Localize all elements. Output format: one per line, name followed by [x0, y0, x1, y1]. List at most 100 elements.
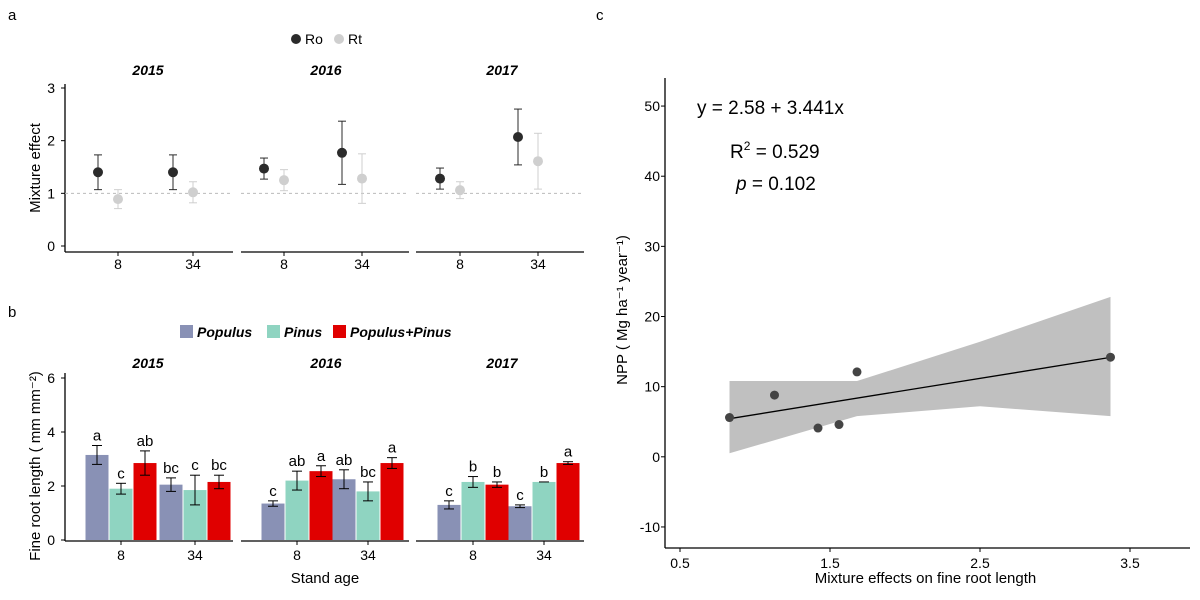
panel-b-bar-populus-pinus [380, 463, 404, 540]
panel-b-bar-populus-pinus [133, 463, 157, 540]
panel-b-significance-letter: b [493, 464, 501, 481]
panel-a-x-tick-label: 34 [354, 256, 370, 272]
panel-a-facet-title: 2017 [485, 62, 518, 78]
panel-b-significance-letter: b [540, 464, 548, 481]
panel-b-x-tick-label: 8 [117, 547, 125, 563]
panel-b-y-axis-title: Fine root length ( mm mm⁻²) [27, 371, 44, 561]
panel-a-rt-point [279, 175, 289, 186]
panel-a-y-tick-label: 2 [47, 133, 55, 149]
panel-b-significance-letter: b [469, 459, 477, 476]
panel-c-y-tick-label: 40 [644, 168, 660, 184]
panel-b-bar-pinus [183, 490, 207, 540]
legend-populus-swatch [180, 325, 193, 338]
panel-b-x-tick-label: 8 [469, 547, 477, 563]
panel-c-y-tick-label: 30 [644, 238, 660, 254]
panel-b-significance-letter: bc [163, 460, 179, 477]
panel-b-bar-populus [85, 454, 109, 540]
panel-b-significance-letter: a [317, 448, 326, 465]
panel-c-chart: -10 0 10 20 30 40 50 0.5 1.5 2.5 3.5 Mixture effect… [614, 78, 1190, 587]
panel-a-ro-point [435, 173, 445, 184]
panel-b-bar-pinus [356, 491, 380, 540]
panel-a-ro-point [513, 131, 523, 142]
legend-pinus-label: Pinus [284, 324, 322, 340]
panel-c-p-value: p = 0.102 [735, 174, 816, 195]
panel-a-y-tick-label: 1 [47, 185, 55, 201]
panel-b-y-tick-label: 6 [47, 370, 55, 386]
panel-b-facet-title: 2016 [309, 355, 341, 371]
panel-c-data-point [725, 413, 734, 423]
panel-b-bar-populus-pinus [556, 463, 580, 540]
panel-b-bar-populus [159, 484, 183, 540]
panel-b-significance-letter: a [93, 428, 102, 445]
panel-a-rt-point [357, 173, 367, 184]
panel-b-bar-pinus [285, 480, 309, 540]
panel-b-bar-populus-pinus [485, 484, 509, 540]
panel-b-y-tick-label: 2 [47, 478, 55, 494]
panel-c-confidence-band [729, 296, 1111, 454]
panel-b-legend: Populus Pinus Populus+Pinus [180, 324, 452, 340]
panel-c-data-point [834, 420, 844, 430]
panel-a-x-tick-label: 34 [530, 256, 546, 272]
legend-populus-pinus-label: Populus+Pinus [350, 324, 452, 340]
panel-b-bar-populus [261, 503, 285, 540]
panel-b-significance-letter: ab [289, 453, 306, 470]
panel-a-facet-title: 2015 [131, 62, 163, 78]
panel-a-rt-point [188, 187, 198, 198]
panel-b-bar-populus [437, 504, 461, 540]
legend-rt-marker [334, 34, 344, 44]
panel-b-significance-letter: ab [336, 452, 353, 469]
panel-c-x-tick-label: 2.5 [970, 555, 990, 571]
panel-b-significance-letter: c [516, 487, 524, 504]
panel-a-facet-title: 2016 [309, 62, 341, 78]
legend-populus-pinus-swatch [333, 325, 346, 338]
panel-c-equation: y = 2.58 + 3.441x [697, 98, 844, 119]
panel-c-data-point [813, 423, 823, 433]
panel-c-y-tick-label: 50 [644, 98, 660, 114]
panel-b-bar-populus [508, 506, 532, 540]
panel-a-rt-point [113, 194, 123, 205]
panel-c-y-tick-label: 0 [652, 449, 660, 465]
panel-a-letter: a [8, 7, 17, 24]
legend-rt-label: Rt [348, 31, 362, 47]
panel-b-y-tick-label: 4 [47, 424, 55, 440]
panel-a-x-tick-label: 8 [280, 256, 288, 272]
legend-populus-label: Populus [197, 324, 252, 340]
panel-a-y-tick-label: 3 [47, 80, 55, 96]
panel-a-x-tick-label: 34 [185, 256, 201, 272]
panel-c-r-squared: R2 = 0.529 [730, 139, 820, 163]
panel-b-facet-title: 2015 [131, 355, 163, 371]
panel-b-bar-populus-pinus [207, 481, 231, 540]
panel-b-significance-letter: c [191, 457, 199, 474]
panel-a-legend: Ro Rt [291, 31, 362, 47]
panel-b-bar-pinus [532, 481, 556, 540]
panel-b-significance-letter: bc [211, 457, 227, 474]
panel-a-ro-point [93, 167, 103, 178]
panel-b-significance-letter: bc [360, 464, 376, 481]
legend-pinus-swatch [267, 325, 280, 338]
panel-c-x-tick-label: 3.5 [1120, 555, 1140, 571]
panel-b-x-tick-label: 34 [187, 547, 203, 563]
panel-b-significance-letter: c [117, 465, 125, 482]
panel-c-y-tick-label: 10 [644, 379, 660, 395]
panel-c-letter: c [596, 7, 604, 24]
panel-c-x-tick-label: 0.5 [670, 555, 690, 571]
panel-a-rt-point [533, 156, 543, 167]
panel-b-significance-letter: ab [137, 433, 154, 450]
panel-a-rt-point [455, 185, 465, 196]
panel-a-ro-point [337, 147, 347, 158]
panel-b-x-axis-title: Stand age [291, 570, 359, 587]
panel-b-significance-letter: a [388, 440, 397, 457]
panel-b-letter: b [8, 304, 16, 321]
panel-a-ro-point [259, 163, 269, 174]
panel-b-y-tick-label: 0 [47, 532, 55, 548]
panel-b-bar-populus [332, 479, 356, 540]
panel-b-bar-populus-pinus [309, 471, 333, 540]
panel-c-data-point [770, 390, 779, 400]
panel-c-y-tick-label: 20 [644, 309, 660, 325]
legend-ro-label: Ro [305, 31, 323, 47]
panel-b-significance-letter: a [564, 444, 573, 461]
panel-b-x-tick-label: 8 [293, 547, 301, 563]
panel-a-y-tick-label: 0 [47, 238, 55, 254]
